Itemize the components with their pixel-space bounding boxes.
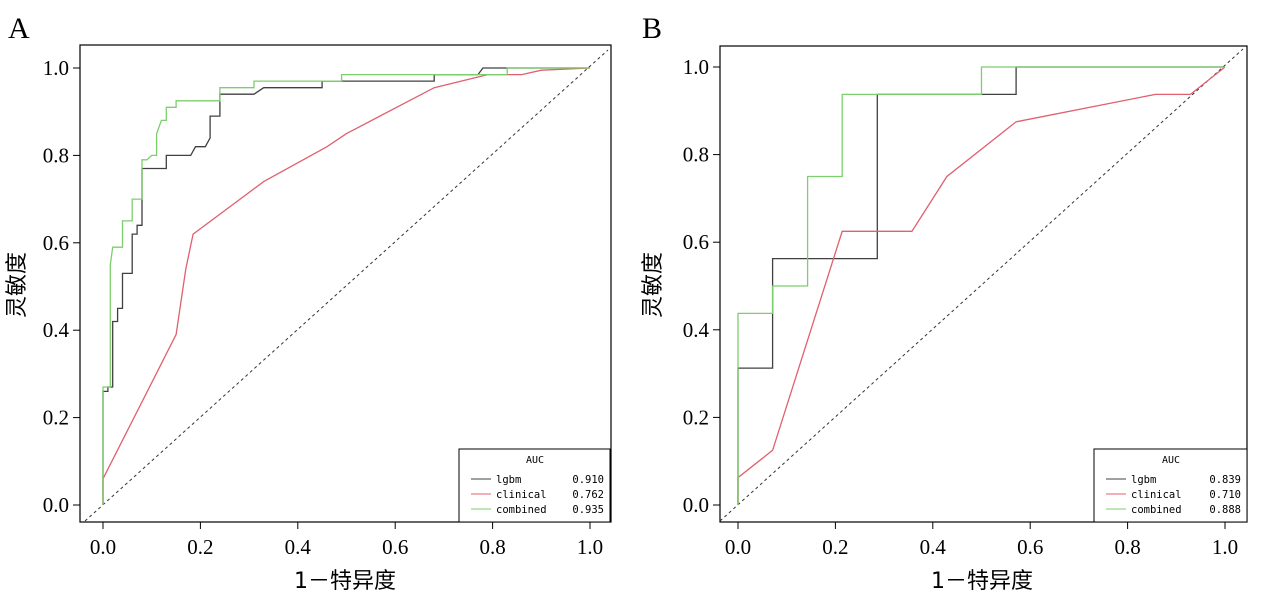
y-tick-label: 1.0: [43, 56, 69, 80]
plot-frame: [79, 44, 612, 523]
roc-line-clinical: [102, 67, 591, 505]
roc-line-combined: [102, 67, 590, 505]
series-lines: [84, 49, 609, 522]
y-axis-title: 灵敏度: [641, 252, 666, 318]
y-tick-label: 0.0: [43, 493, 69, 517]
x-axis-title: 1－特异度: [294, 569, 396, 594]
x-tick-label: 0.0: [725, 535, 751, 559]
legend-box: [458, 448, 611, 523]
y-axis-title: 灵敏度: [5, 252, 30, 318]
legend-name-clinical: clinical: [1131, 489, 1182, 501]
y-tick-label: 0.8: [43, 143, 69, 167]
legend-auc-lgbm: 0.910: [572, 474, 604, 486]
roc-line-lgbm: [737, 66, 1225, 505]
legend-name-clinical: clinical: [496, 489, 547, 501]
roc-line-clinical: [737, 66, 1226, 505]
x-tick-label: 1.0: [1212, 535, 1238, 559]
x-tick-label: 0.2: [822, 535, 848, 559]
axis-ticks: [713, 66, 1226, 529]
y-tick-label: 0.4: [43, 318, 70, 342]
legend-name-combined: combined: [1131, 504, 1182, 516]
legend-name-combined: combined: [496, 504, 547, 516]
legend-title: AUC: [1162, 455, 1180, 466]
legend-auc-combined: 0.888: [1209, 504, 1241, 516]
legend: AUC lgbm 0.910 clinical 0.762 combined 0…: [458, 448, 611, 523]
series-lines: [719, 48, 1244, 522]
x-tick-label: 0.6: [382, 535, 408, 559]
legend-auc-lgbm: 0.839: [1209, 474, 1241, 486]
x-tick-label: 0.0: [90, 535, 116, 559]
y-tick-label: 0.8: [683, 143, 709, 167]
legend-box: [1093, 448, 1248, 523]
y-tick-label: 0.0: [683, 493, 709, 517]
legend-name-lgbm: lgbm: [1131, 474, 1156, 486]
x-tick-label: 0.4: [285, 535, 312, 559]
legend: AUC lgbm 0.839 clinical 0.710 combined 0…: [1093, 448, 1248, 523]
panel-label: B: [642, 12, 662, 45]
y-tick-label: 1.0: [683, 55, 709, 79]
plot-frame: [719, 45, 1248, 523]
x-axis-title: 1－特异度: [931, 569, 1033, 594]
y-tick-label: 0.2: [43, 406, 69, 430]
y-tick-label: 0.6: [43, 231, 69, 255]
x-tick-label: 0.2: [187, 535, 213, 559]
panel-label: A: [8, 12, 30, 45]
legend-auc-clinical: 0.762: [572, 489, 604, 501]
y-tick-label: 0.4: [683, 318, 710, 342]
y-tick-label: 0.6: [683, 230, 709, 254]
legend-auc-clinical: 0.710: [1209, 489, 1241, 501]
panel-b: B 0.0 0.2 0.4 0.6 0.8 1.0 0.0 0.2 0.4 0.…: [641, 12, 1248, 594]
x-tick-label: 0.8: [479, 535, 505, 559]
x-tick-label: 0.8: [1114, 535, 1140, 559]
legend-name-lgbm: lgbm: [496, 474, 521, 486]
x-tick-label: 1.0: [577, 535, 603, 559]
panel-a: A 0.0 0.2 0.4 0.6 0.8 1.0 0.0 0.2 0.4 0.…: [5, 12, 612, 594]
legend-title: AUC: [526, 455, 544, 466]
legend-auc-combined: 0.935: [572, 504, 604, 516]
roc-line-lgbm: [102, 67, 590, 505]
y-tick-label: 0.2: [683, 405, 709, 429]
roc-line-combined: [737, 66, 1225, 505]
x-tick-label: 0.6: [1017, 535, 1043, 559]
x-tick-label: 0.4: [920, 535, 947, 559]
axis-ticks: [73, 67, 591, 529]
